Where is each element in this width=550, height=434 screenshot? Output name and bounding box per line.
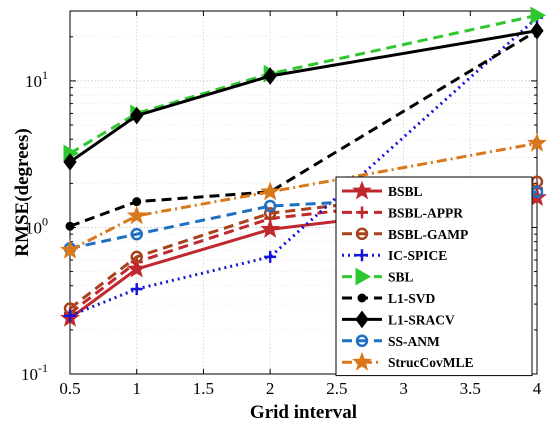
legend-marker xyxy=(355,227,369,241)
x-tick-label: 3 xyxy=(399,379,408,398)
legend-item: SS-ANM xyxy=(342,334,440,349)
x-axis-label: Grid interval xyxy=(250,402,357,423)
legend-marker xyxy=(355,310,369,329)
series-line xyxy=(69,13,538,155)
x-tick-label: 2.5 xyxy=(326,379,347,398)
x-tick-label: 2 xyxy=(266,379,275,398)
legend-item: StrucCovMLE xyxy=(342,351,474,371)
legend-marker xyxy=(352,180,372,200)
series-line xyxy=(69,29,538,228)
data-point xyxy=(130,227,143,241)
series-line xyxy=(69,29,538,164)
data-point xyxy=(530,21,544,40)
x-tick-labels: 0.5 1 1.5 2 2.5 3 3.5 4 xyxy=(59,379,541,398)
data-point xyxy=(60,239,80,259)
legend-marker xyxy=(357,293,367,303)
y-tick-base: 10 xyxy=(25,218,42,237)
legend-label: L1-SRACV xyxy=(388,312,455,327)
data-point xyxy=(126,258,147,278)
legend-item: SBL xyxy=(342,267,414,286)
data-point xyxy=(65,221,75,231)
legend-marker xyxy=(356,249,368,262)
x-tick-label: 1 xyxy=(132,379,141,398)
x-tick-label: 0.5 xyxy=(59,379,80,398)
legend-marker xyxy=(355,334,369,348)
y-axis-label: RMSE(degrees) xyxy=(12,128,33,256)
series-struccovmle xyxy=(60,132,547,259)
y-tick-exponent: 1 xyxy=(42,68,48,82)
y-tick-base: 10 xyxy=(25,72,42,91)
x-tick-label: 3.5 xyxy=(460,379,481,398)
legend-marker xyxy=(355,267,372,286)
legend-item: L1-SRACV xyxy=(342,310,455,329)
data-point xyxy=(130,106,144,125)
data-point xyxy=(260,218,281,238)
data-point xyxy=(263,207,277,220)
data-point xyxy=(64,309,76,322)
x-tick-label: 4 xyxy=(533,379,542,398)
series-sbl xyxy=(63,6,547,163)
y-tick-label: 101 xyxy=(25,68,48,91)
legend-label: SBL xyxy=(388,270,414,285)
legend-label: SS-ANM xyxy=(388,334,440,349)
series-line xyxy=(69,141,538,252)
legend: BSBL BSBL-APPR BSBL-GAMP IC-SPICE SBL L1-SVD L… xyxy=(335,176,533,377)
y-tick-exponent: 0 xyxy=(42,214,48,228)
x-tick-label: 1.5 xyxy=(193,379,214,398)
legend-item: BSBL-GAMP xyxy=(342,227,468,242)
series-l1-sracv xyxy=(63,21,544,171)
data-point xyxy=(264,250,277,263)
series-lines xyxy=(60,6,547,327)
legend-item: L1-SVD xyxy=(342,291,436,306)
legend-label: L1-SVD xyxy=(388,291,436,306)
data-point xyxy=(263,199,277,213)
data-point xyxy=(132,197,142,207)
legend-item: BSBL xyxy=(342,180,423,200)
y-tick-base: 10 xyxy=(21,365,38,384)
data-point xyxy=(527,132,547,152)
data-point xyxy=(130,283,143,296)
y-tick-label: 10-1 xyxy=(21,361,48,384)
y-tick-label: 100 xyxy=(25,214,48,237)
data-point xyxy=(263,67,277,85)
y-tick-exponent: -1 xyxy=(38,361,48,375)
data-point xyxy=(530,6,547,25)
data-point xyxy=(130,250,143,264)
legend-item: BSBL-APPR xyxy=(342,205,463,220)
data-point xyxy=(63,153,77,171)
data-point xyxy=(260,181,281,201)
legend-label: BSBL xyxy=(388,184,423,199)
legend-marker xyxy=(352,351,372,371)
data-point xyxy=(126,205,147,225)
legend-label: IC-SPICE xyxy=(388,248,447,263)
legend-label: StrucCovMLE xyxy=(388,355,474,370)
legend-label: BSBL-APPR xyxy=(388,205,463,220)
legend-item: IC-SPICE xyxy=(342,248,447,263)
legend-label: BSBL-GAMP xyxy=(388,227,468,242)
legend-marker xyxy=(356,206,368,219)
